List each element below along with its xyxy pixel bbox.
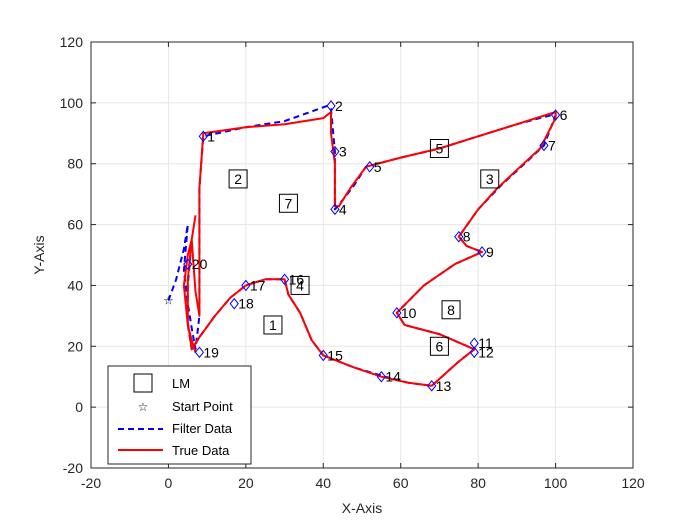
waypoint-marker <box>194 346 205 359</box>
landmark-label: 5 <box>436 141 444 157</box>
waypoint-marker <box>279 273 290 286</box>
waypoint-label: 13 <box>436 378 452 394</box>
waypoint-label: 10 <box>401 305 417 321</box>
waypoint-marker <box>539 139 549 152</box>
waypoint-label: 7 <box>548 137 556 153</box>
waypoint-marker <box>365 160 375 173</box>
landmark-box <box>441 300 461 320</box>
landmark-box <box>263 315 283 335</box>
landmark-box <box>480 169 500 189</box>
x-axis-label: X-Axis <box>342 500 382 516</box>
x-tick-label: -20 <box>81 475 101 491</box>
waypoint-label: 20 <box>192 256 208 272</box>
landmark-box <box>290 275 310 295</box>
waypoint-label: 11 <box>478 335 493 351</box>
landmark-label: 7 <box>285 195 293 211</box>
y-tick-label: 0 <box>75 399 83 415</box>
waypoint-label: 16 <box>289 271 305 287</box>
x-tick-label: 120 <box>621 475 645 491</box>
landmark-box <box>278 193 298 213</box>
landmark-label: 1 <box>269 317 277 333</box>
landmark-label: 8 <box>447 302 455 318</box>
waypoint-marker <box>469 337 479 350</box>
waypoint-marker <box>454 230 464 243</box>
legend-lm-marker <box>133 373 153 393</box>
waypoint-marker <box>241 279 251 292</box>
waypoint-label: 2 <box>335 98 343 114</box>
y-tick-label: 40 <box>67 277 83 293</box>
waypoint-label: 8 <box>463 229 471 245</box>
waypoint-label: 6 <box>560 107 568 123</box>
series-layer: ☆ <box>163 104 557 387</box>
x-tick-label: 100 <box>544 475 568 491</box>
waypoint-marker <box>376 370 386 383</box>
landmark-label: 6 <box>436 338 444 354</box>
y-tick-label: 100 <box>60 95 84 111</box>
true-data-line <box>182 111 557 387</box>
y-tick-label: 80 <box>67 156 83 172</box>
landmark-box <box>429 139 449 158</box>
legend-true-label: True Data <box>172 443 230 458</box>
waypoint-marker <box>318 349 328 362</box>
waypoint-label: 12 <box>478 344 494 360</box>
legend: LM ☆ Start Point Filter Data True Data <box>107 365 252 465</box>
y-tick-label: 120 <box>60 34 84 50</box>
x-tick-label: 40 <box>315 475 331 491</box>
waypoint-marker <box>229 297 239 310</box>
legend-lm-label: LM <box>172 376 190 391</box>
legend-start-marker: ☆ <box>138 400 149 414</box>
waypoint-marker <box>550 109 561 121</box>
y-tick-label: 20 <box>67 338 83 354</box>
waypoint-marker <box>469 346 479 359</box>
landmark-box <box>228 169 248 189</box>
waypoint-label: 18 <box>238 296 254 312</box>
y-tick-label: -20 <box>63 460 83 476</box>
waypoint-marker <box>427 380 437 392</box>
waypoint-label: 17 <box>250 277 266 293</box>
landmark-label: 3 <box>486 171 494 187</box>
waypoint-label: 5 <box>374 159 382 175</box>
start-point-marker: ☆ <box>163 294 174 308</box>
waypoint-marker <box>392 307 402 319</box>
waypoint-label: 14 <box>385 369 401 385</box>
landmark-layer: 1 2 3 4 5 6 7 8 <box>228 139 500 356</box>
waypoint-label: 19 <box>203 344 219 360</box>
plot-border <box>90 41 634 469</box>
x-tick-label: 80 <box>470 475 486 491</box>
waypoint-marker <box>477 246 487 258</box>
waypoint-marker <box>330 203 340 216</box>
waypoint-label: 3 <box>339 144 347 160</box>
landmark-label: 2 <box>234 171 242 187</box>
waypoint-label: 9 <box>486 244 494 260</box>
landmark-box <box>429 336 449 356</box>
landmark-label: 4 <box>296 277 304 293</box>
legend-box <box>107 365 252 465</box>
x-tick-label: 0 <box>165 475 173 491</box>
x-tick-label: 20 <box>238 475 254 491</box>
waypoint-label: 1 <box>207 128 215 144</box>
y-axis-label: Y-Axis <box>31 235 47 274</box>
waypoint-marker <box>198 130 208 143</box>
legend-start-label: Start Point <box>172 399 233 414</box>
x-tick-label: 60 <box>393 475 409 491</box>
waypoint-marker <box>326 100 336 112</box>
legend-filter-label: Filter Data <box>172 421 233 436</box>
waypoint-marker <box>183 258 193 270</box>
waypoint-marker <box>330 145 340 158</box>
waypoint-label: 15 <box>327 347 343 363</box>
y-tick-label: 60 <box>67 217 83 233</box>
waypoint-label: 4 <box>339 201 347 217</box>
